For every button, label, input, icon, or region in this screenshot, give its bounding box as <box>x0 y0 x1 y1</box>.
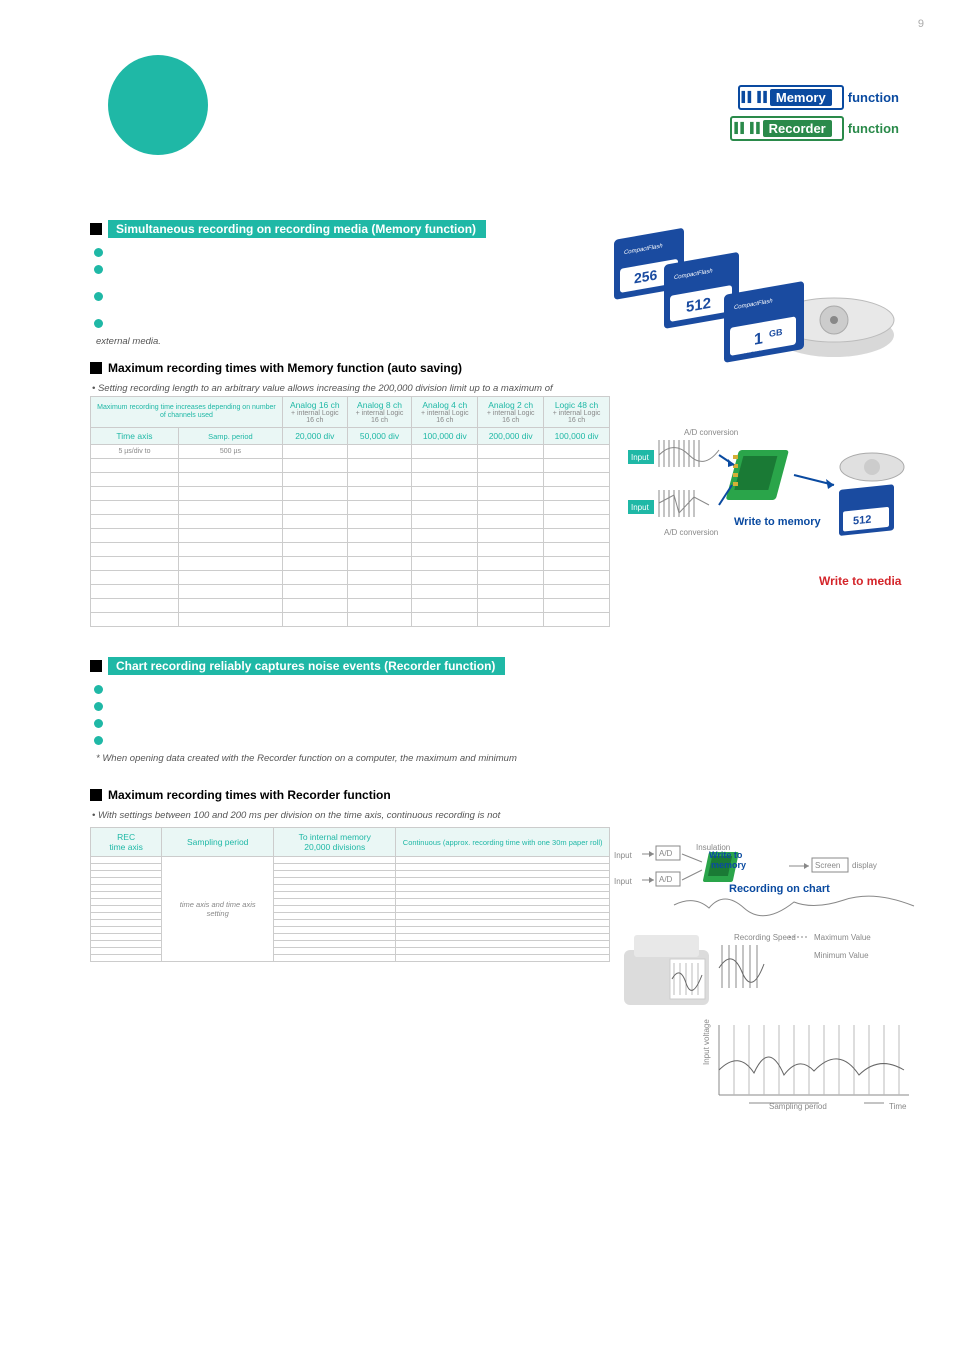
section3-header: Chart recording reliably captures noise … <box>90 657 890 675</box>
bullet <box>94 700 890 711</box>
section1-header: Simultaneous recording on recording medi… <box>90 220 890 238</box>
section1-bullets <box>94 246 890 328</box>
bullet <box>94 717 890 728</box>
section-marker <box>90 362 102 374</box>
page-number: 9 <box>918 18 924 30</box>
memory-time-table: Maximum recording time increases dependi… <box>90 396 610 627</box>
svg-text:Input voltage: Input voltage <box>702 1019 711 1065</box>
section-marker <box>90 223 102 235</box>
section-marker <box>90 789 102 801</box>
bullet-dot <box>94 265 103 274</box>
svg-text:Time: Time <box>889 1102 907 1111</box>
memory-tag: Memory <box>770 89 832 106</box>
section2-header: Maximum recording times with Memory func… <box>90 361 890 375</box>
badge-group: ▌▌▐▐ Memory function ▌▌▐▐ Recorder funct… <box>730 85 899 147</box>
bullet-dot <box>94 319 103 328</box>
memory-suffix: function <box>848 90 899 105</box>
bullet <box>94 734 890 745</box>
section3-note: * When opening data created with the Rec… <box>96 753 890 764</box>
recorder-badge-row: ▌▌▐▐ Recorder function <box>730 116 899 141</box>
section3-title: Chart recording reliably captures noise … <box>108 657 505 675</box>
bullet <box>94 246 890 257</box>
recorder-time-table: REC time axisSampling periodTo internal … <box>90 827 610 962</box>
section1-title: Simultaneous recording on recording medi… <box>108 220 486 238</box>
bullet <box>94 263 890 274</box>
bullet-dot <box>94 292 103 301</box>
section-marker <box>90 660 102 672</box>
memory-badge-row: ▌▌▐▐ Memory function <box>730 85 899 110</box>
bullet-dot <box>94 685 103 694</box>
bullet-dot <box>94 736 103 745</box>
bullet <box>94 683 890 694</box>
recorder-badge: ▌▌▐▐ Recorder <box>730 116 843 141</box>
bullet-dot <box>94 719 103 728</box>
bullet <box>94 290 890 301</box>
section2-note: • Setting recording length to an arbitra… <box>92 383 890 394</box>
section3-bullets <box>94 683 890 745</box>
section4-header: Maximum recording times with Recorder fu… <box>90 788 890 802</box>
bullet-dot <box>94 702 103 711</box>
decorative-circle <box>108 55 208 155</box>
section4-title: Maximum recording times with Recorder fu… <box>108 788 391 802</box>
bullet-dot <box>94 248 103 257</box>
recorder-suffix: function <box>848 121 899 136</box>
section1-note: external media. <box>96 336 890 347</box>
bullet <box>94 317 890 328</box>
memory-badge: ▌▌▐▐ Memory <box>738 85 844 110</box>
section4-note: • With settings between 100 and 200 ms p… <box>92 810 890 821</box>
main-content: Simultaneous recording on recording medi… <box>90 220 890 962</box>
section2-title: Maximum recording times with Memory func… <box>108 361 462 375</box>
recorder-tag: Recorder <box>763 120 832 137</box>
